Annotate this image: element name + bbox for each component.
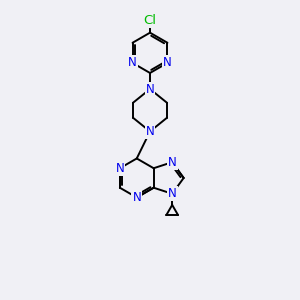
Text: N: N <box>168 156 177 169</box>
Text: Cl: Cl <box>143 14 157 27</box>
Text: N: N <box>146 82 154 95</box>
Text: N: N <box>116 162 124 175</box>
Text: N: N <box>146 125 154 138</box>
Text: N: N <box>132 191 141 204</box>
Text: N: N <box>168 187 177 200</box>
Text: N: N <box>163 56 172 69</box>
Text: N: N <box>128 56 137 69</box>
